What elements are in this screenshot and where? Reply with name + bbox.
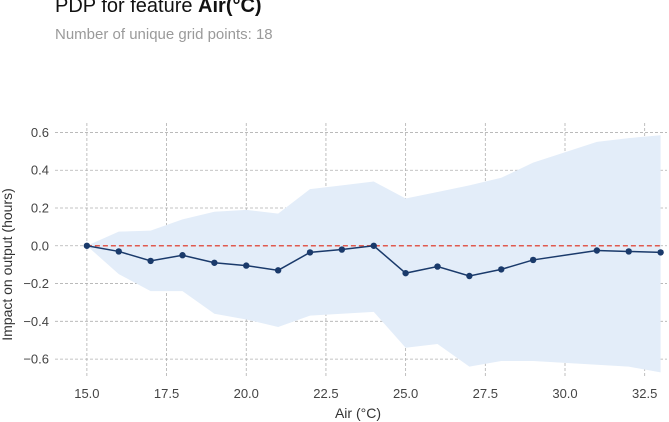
pdp-point [115, 248, 122, 255]
pdp-point [657, 249, 664, 256]
pdp-points [83, 242, 664, 280]
pdp-point [625, 248, 632, 255]
chart-subtitle: Number of unique grid points: 18 [55, 26, 273, 43]
x-tick-label: 20.0 [234, 386, 259, 401]
x-tick-label: 22.5 [313, 386, 338, 401]
chart-header: PDP for feature Air(°C) Number of unique… [55, 0, 273, 43]
pdp-point [466, 272, 473, 280]
pdp-point [147, 257, 154, 265]
x-tick-label: 17.5 [154, 386, 179, 401]
pdp-point [593, 247, 601, 254]
x-axis-label: Air (°C) [335, 405, 381, 421]
y-tick-label: 0.0 [31, 238, 49, 253]
x-tick-label: 25.0 [393, 386, 418, 401]
confidence-band [86, 135, 661, 373]
x-tick-labels: 15.0 17.5 20.0 22.5 25.0 27.5 30.0 32.5 [74, 386, 657, 401]
title-prefix: PDP for feature [55, 0, 193, 17]
pdp-point [434, 263, 441, 270]
y-tick-label: −0.6 [23, 352, 49, 367]
pdp-point [179, 252, 186, 259]
pdp-point [498, 266, 505, 273]
pdp-point [370, 242, 377, 249]
y-tick-labels: −0.6 −0.4 −0.2 0.0 0.2 0.4 0.6 [23, 125, 49, 367]
y-tick-label: 0.2 [31, 201, 49, 216]
chart-title: PDP for feature Air(°C) [55, 0, 273, 18]
x-tick-label: 30.0 [552, 386, 577, 401]
pdp-point [211, 259, 218, 266]
y-axis-label: Impact on output (hours) [0, 188, 15, 341]
x-tick-label: 27.5 [473, 386, 498, 401]
y-tick-label: 0.4 [31, 163, 49, 178]
x-tick-label: 32.5 [632, 386, 657, 401]
pdp-point [274, 267, 282, 274]
pdp-point [529, 256, 537, 264]
pdp-point [338, 246, 346, 253]
x-tick-label: 15.0 [74, 386, 99, 401]
y-tick-label: −0.4 [23, 314, 49, 329]
pdp-point [243, 262, 250, 269]
title-feature: Air(°C) [198, 0, 262, 17]
pdp-point [402, 269, 409, 277]
pdp-point [83, 242, 91, 249]
y-tick-label: 0.6 [31, 125, 49, 140]
y-tick-label: −0.2 [23, 276, 49, 291]
pdp-line [86, 244, 661, 277]
pdp-point [306, 249, 314, 256]
